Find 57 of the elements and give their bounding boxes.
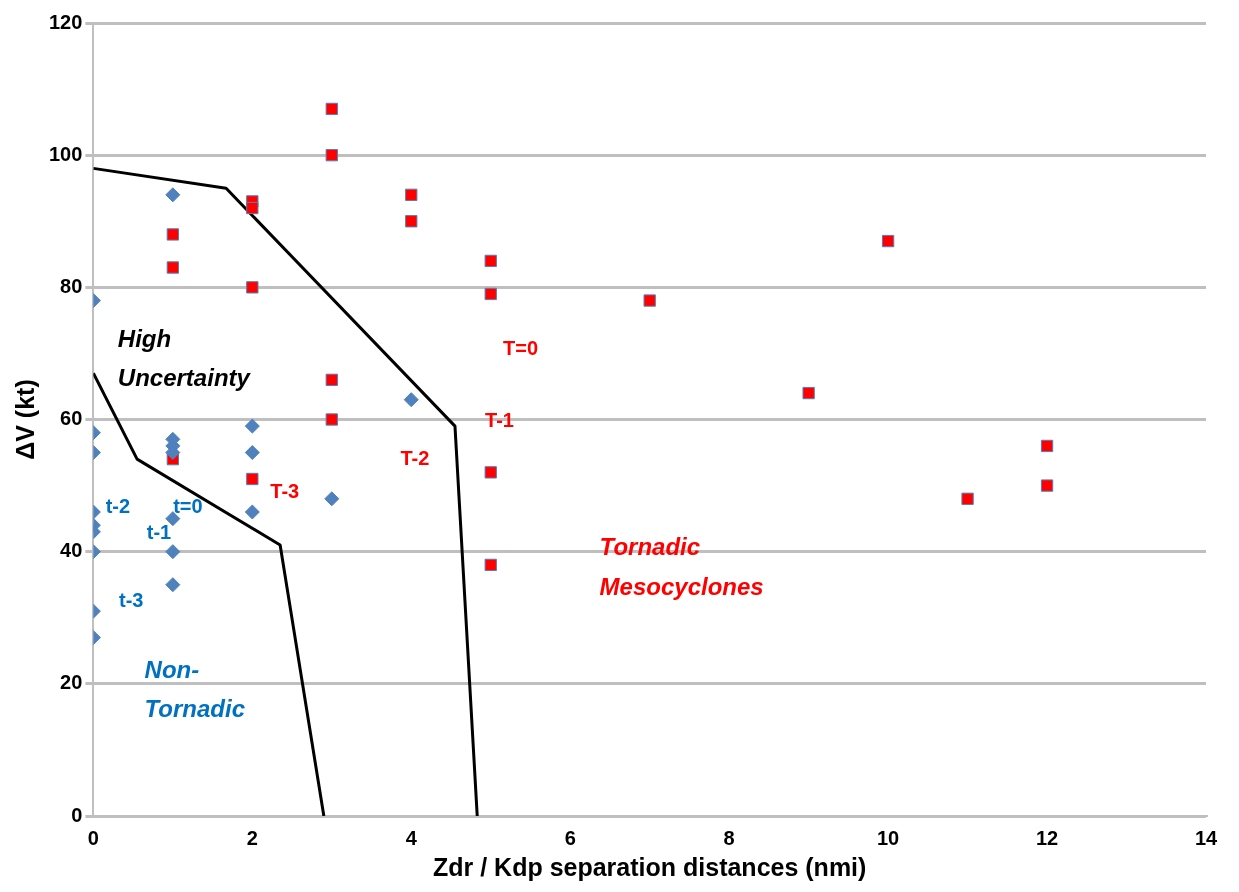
point xyxy=(484,287,497,301)
point xyxy=(325,373,338,387)
y-tick-label: 60 xyxy=(60,407,83,430)
x-tick-label: 12 xyxy=(1035,826,1059,849)
point xyxy=(166,228,179,241)
point xyxy=(324,491,340,507)
point xyxy=(244,504,260,520)
point xyxy=(325,102,338,116)
point xyxy=(484,558,497,572)
y-tick-label: 20 xyxy=(60,671,83,694)
y-tick-label: 80 xyxy=(60,274,83,297)
annotation: T=0 xyxy=(503,337,539,360)
point xyxy=(1040,479,1054,492)
point xyxy=(246,201,259,215)
annotation: t-2 xyxy=(105,495,131,518)
x-tick-label: 14 xyxy=(1194,826,1218,849)
y-tick-label: 40 xyxy=(60,539,83,562)
point xyxy=(405,215,418,228)
point xyxy=(165,577,181,593)
annotation: T-1 xyxy=(485,408,514,431)
annotation: T-2 xyxy=(400,446,430,469)
point xyxy=(244,445,260,461)
point xyxy=(325,413,338,426)
point xyxy=(961,492,974,505)
point xyxy=(165,187,181,203)
x-axis-title: Zdr / Kdp separation distances (nmi) xyxy=(432,852,867,881)
y-tick-label: 100 xyxy=(48,142,83,165)
y-tick-label: 120 xyxy=(48,10,83,33)
x-tick-label: 4 xyxy=(405,826,418,849)
point xyxy=(246,472,259,486)
x-tick-label: 10 xyxy=(876,826,900,849)
point xyxy=(244,418,260,434)
y-tick-label: 0 xyxy=(71,803,83,826)
annotation: Non-Tornadic xyxy=(144,655,245,723)
x-tick-label: 8 xyxy=(723,826,735,849)
x-tick-label: 6 xyxy=(564,826,576,849)
point xyxy=(246,281,259,294)
annotation: t-3 xyxy=(118,588,144,611)
point xyxy=(643,294,656,307)
point xyxy=(802,386,815,400)
point xyxy=(484,254,497,268)
annotation: T-3 xyxy=(270,479,300,502)
point xyxy=(405,188,418,201)
x-tick-label: 2 xyxy=(246,826,258,849)
annotation: High Uncertainty xyxy=(117,324,252,392)
point xyxy=(484,466,497,479)
point xyxy=(1040,439,1054,453)
annotation: t-1 xyxy=(146,521,172,544)
annotation: t=0 xyxy=(173,495,203,518)
point xyxy=(166,261,179,274)
x-tick-label: 0 xyxy=(87,826,99,849)
annotation: Tornadic Mesocyclones xyxy=(599,533,764,600)
point xyxy=(325,149,338,162)
point xyxy=(881,234,895,248)
point xyxy=(403,392,419,408)
point xyxy=(165,544,181,560)
y-axis-title: ΔV (kt) xyxy=(10,379,39,460)
